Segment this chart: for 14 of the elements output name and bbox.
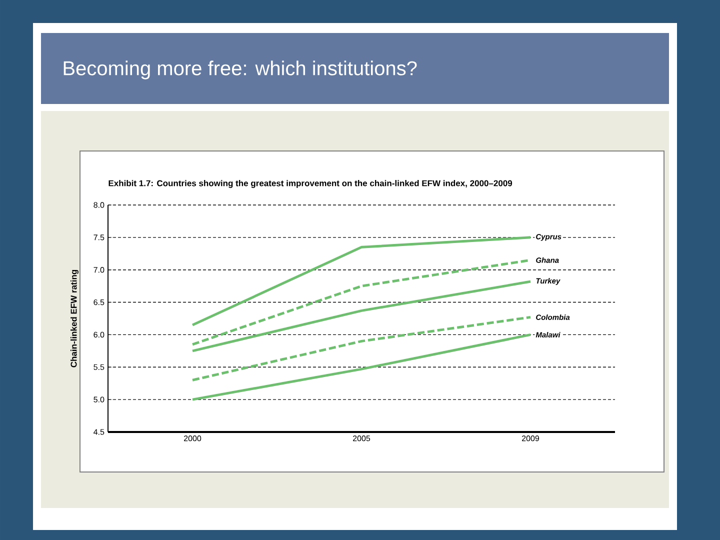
y-tick-label: 4.5 bbox=[94, 429, 104, 435]
y-tick-label: 7.5 bbox=[94, 234, 104, 240]
y-tick-label: 6.5 bbox=[94, 299, 104, 306]
y-tick-label: 5.0 bbox=[94, 396, 104, 402]
y-tick-label: 8.0 bbox=[94, 202, 104, 208]
y-tick-label: 6.0 bbox=[94, 332, 104, 338]
y-axis-title: Chain-linked EFW rating bbox=[70, 270, 78, 368]
y-tick-label: 5.5 bbox=[94, 364, 104, 370]
chart-title: Becoming more free: which institutions? bbox=[64, 60, 417, 80]
x-tick-label: 2005 bbox=[353, 436, 370, 442]
y-tick-label: 7.0 bbox=[94, 267, 104, 273]
chart-subtitle: Exhibit 1.7: Countries showing the greatest improvement on the chain-linked EFW index, 2000–2009 bbox=[108, 180, 512, 188]
x-tick-label: 2000 bbox=[184, 436, 202, 442]
x-tick-label: 2009 bbox=[522, 436, 540, 442]
